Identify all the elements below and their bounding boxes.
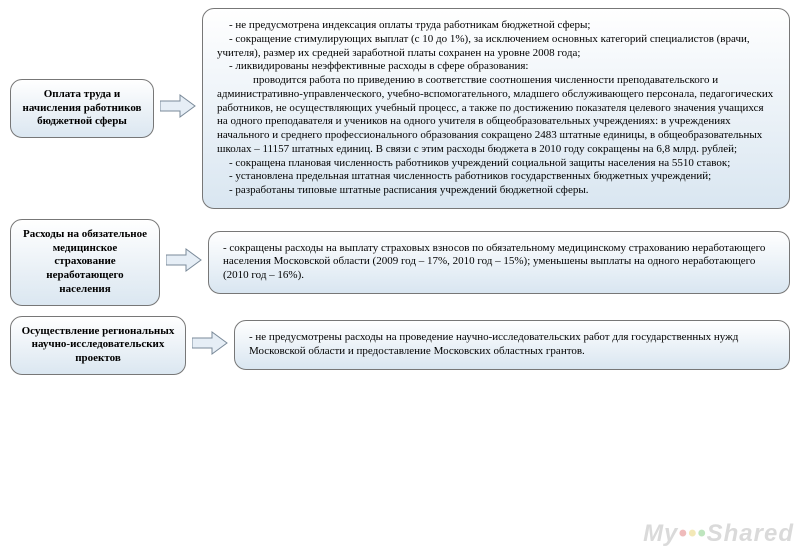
content-box-2: - сокращены расходы на выплату страховых… [208,231,790,294]
watermark: My•••Shared [643,520,794,548]
content-line: - ликвидированы неэффективные расходы в … [217,60,775,74]
content-line: - не предусмотрены расходы на проведение… [249,331,775,359]
content-line: - не предусмотрена индексация оплаты тру… [217,19,775,33]
content-line: проводится работа по приведению в соотве… [217,74,775,157]
content-line: - разработаны типовые штатные расписания… [217,184,775,198]
row-2: Расходы на обязательное медицинское стра… [10,219,790,306]
content-line: - сокращение стимулирующих выплат (с 10 … [217,33,775,61]
watermark-prefix: My [643,520,678,547]
label-box-3: Осуществление региональных научно-исслед… [10,316,186,375]
content-box-3: - не предусмотрены расходы на проведение… [234,320,790,370]
dot-icon: • [678,520,687,547]
arrow-right-icon [166,247,202,278]
label-box-1: Оплата труда и начисления работников бюд… [10,79,154,138]
arrow-right-icon [192,330,228,361]
content-line: - установлена предельная штатная численн… [217,170,775,184]
dot-icon: • [688,520,697,547]
content-line: - сокращены расходы на выплату страховых… [223,242,775,283]
diagram-container: Оплата труда и начисления работников бюд… [0,0,800,383]
watermark-suffix: Shared [707,520,794,547]
dot-icon: • [697,520,706,547]
content-line: - сокращена плановая численность работни… [217,157,775,171]
label-box-2: Расходы на обязательное медицинское стра… [10,219,160,306]
row-3: Осуществление региональных научно-исслед… [10,316,790,375]
row-1: Оплата труда и начисления работников бюд… [10,8,790,209]
arrow-right-icon [160,93,196,124]
content-box-1: - не предусмотрена индексация оплаты тру… [202,8,790,209]
